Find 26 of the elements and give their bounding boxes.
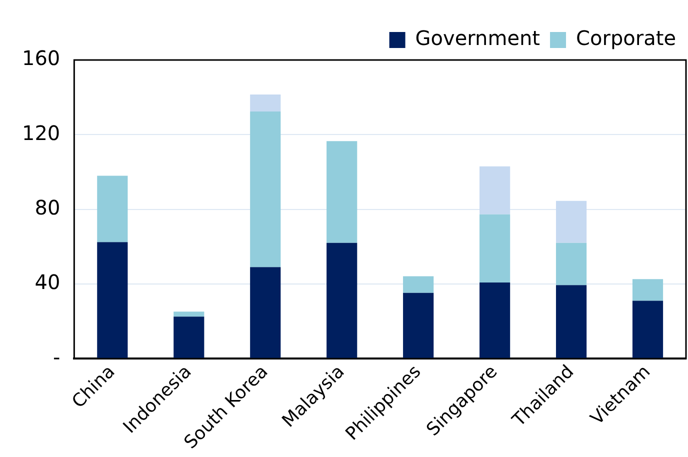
y-tick-label: 120 [22,120,60,145]
bar [403,276,434,293]
legend-label: Government [415,26,540,50]
bar [480,282,510,358]
bar [250,112,281,268]
bar [632,300,664,358]
bar [403,292,434,358]
bar [556,200,587,243]
bar [480,214,510,282]
bar [556,242,587,286]
bar [174,312,204,317]
y-tick-label: 40 [34,270,60,294]
legend-label: Corporate [576,26,676,50]
y-tick-label: - [52,344,60,369]
bar [97,242,128,358]
bar [250,94,281,112]
y-tick-label: 80 [34,196,60,220]
y-tick-label: 160 [22,46,60,70]
bar [250,267,281,358]
bar [326,242,358,358]
bar [632,279,664,301]
bar [326,141,358,243]
bar [174,316,204,358]
bar [556,285,587,358]
bar [480,166,510,214]
bar [97,176,128,242]
